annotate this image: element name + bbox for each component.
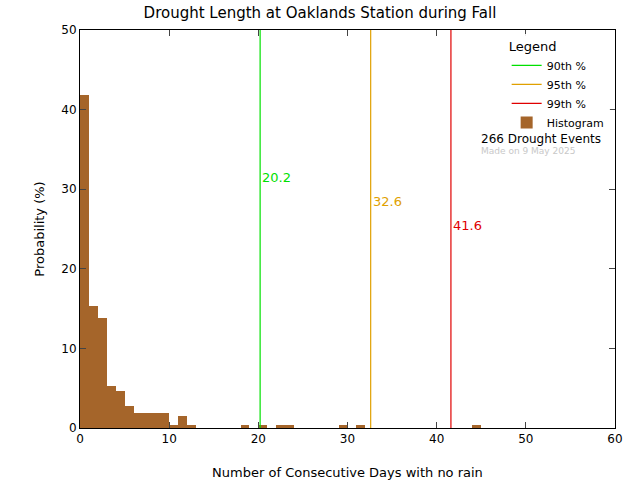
svg-text:99th %: 99th % bbox=[547, 98, 586, 111]
svg-text:10: 10 bbox=[61, 342, 76, 356]
svg-text:Drought Length at Oaklands Sta: Drought Length at Oaklands Station durin… bbox=[144, 4, 497, 22]
svg-text:50: 50 bbox=[518, 432, 533, 446]
svg-text:40: 40 bbox=[429, 432, 444, 446]
svg-text:Histogram: Histogram bbox=[547, 117, 604, 130]
svg-text:20.2: 20.2 bbox=[262, 170, 291, 185]
svg-text:20: 20 bbox=[251, 432, 266, 446]
svg-text:40: 40 bbox=[61, 103, 76, 117]
svg-text:50: 50 bbox=[61, 23, 76, 37]
svg-text:Number of Consecutive Days wit: Number of Consecutive Days with no rain bbox=[212, 465, 483, 480]
svg-text:Legend: Legend bbox=[509, 39, 557, 54]
svg-text:90th %: 90th % bbox=[547, 60, 586, 73]
svg-text:30: 30 bbox=[61, 182, 76, 196]
svg-text:266 Drought Events: 266 Drought Events bbox=[481, 132, 601, 146]
svg-text:30: 30 bbox=[340, 432, 355, 446]
svg-text:10: 10 bbox=[162, 432, 177, 446]
svg-text:60: 60 bbox=[607, 432, 622, 446]
svg-text:Probability (%): Probability (%) bbox=[32, 181, 47, 276]
svg-text:41.6: 41.6 bbox=[453, 218, 482, 233]
svg-text:0: 0 bbox=[76, 432, 84, 446]
svg-text:32.6: 32.6 bbox=[373, 194, 402, 209]
svg-text:20: 20 bbox=[61, 262, 76, 276]
svg-text:95th %: 95th % bbox=[547, 79, 586, 92]
svg-text:0: 0 bbox=[69, 421, 77, 435]
svg-text:Made on 9 May 2025: Made on 9 May 2025 bbox=[481, 146, 575, 156]
